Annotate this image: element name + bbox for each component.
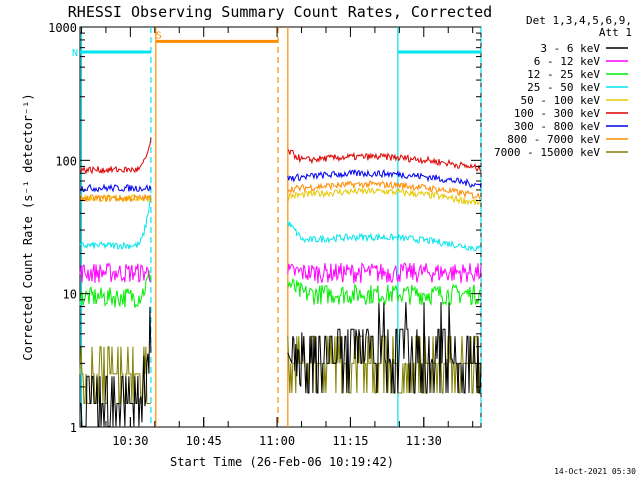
flag-label: S [156,30,162,41]
legend-label-50-100-kev: 50 - 100 keV [521,94,601,107]
series-line-300-800-kev [79,183,152,193]
legend-label-100-300-kev: 100 - 300 keV [514,107,600,120]
series-line-7000-15000-kev [79,346,151,404]
series-line-300-800-kev [287,168,482,189]
legend-label-300-800-kev: 300 - 800 keV [514,120,600,133]
axes: 1 10 100 1000 10:30 10:45 11:00 11:15 11:30 [48,21,481,448]
series-line-3-6-kev [80,306,152,427]
plot-area: SN [72,27,482,427]
legend-label-12-25-kev: 12 - 25 keV [527,68,600,81]
legend-title: Att 1 [599,26,632,39]
y-tick-label: 1 [70,421,77,435]
chart-title: RHESSI Observing Summary Count Rates, Co… [68,3,492,21]
series-line-100-300-kev [287,149,482,173]
series-line-3-6-kev [287,302,482,394]
series-line-12-25-kev [287,278,482,306]
x-axis-label: Start Time (26-Feb-06 10:19:42) [170,455,394,469]
x-tick-label: 11:15 [332,434,368,448]
x-tick-label: 10:30 [112,434,148,448]
y-tick-label: 1000 [48,21,77,35]
legend-label-6-12-kev: 6 - 12 keV [534,55,601,68]
x-tick-label: 11:00 [259,434,295,448]
x-tick-label: 11:30 [406,434,442,448]
series-line-100-300-kev [79,137,152,175]
legend-label-3-6-kev: 3 - 6 keV [540,42,600,55]
series-line-25-50-kev [79,194,152,250]
series-line-800-7000-kev [287,180,482,200]
y-tick-label: 10 [63,288,77,302]
x-tick-label: 10:45 [186,434,222,448]
series-line-6-12-kev [79,262,152,283]
series-line-50-100-kev [287,186,482,207]
legend-title: Det 1,3,4,5,6,9, [526,14,632,27]
y-tick-label: 100 [55,154,77,168]
series-line-800-7000-kev [79,193,152,203]
series-line-6-12-kev [287,262,482,284]
series-line-25-50-kev [287,220,482,252]
flag-label: N [72,48,78,59]
legend-label-7000-15000-kev: 7000 - 15000 keV [494,146,600,159]
generation-timestamp: 14-Oct-2021 05:30 [554,467,636,476]
legend-label-25-50-kev: 25 - 50 keV [527,81,600,94]
series-line-12-25-kev [79,270,152,308]
legend-label-800-7000-kev: 800 - 7000 keV [507,133,600,146]
y-axis-label: Corrected Count Rate (s⁻¹ detector⁻¹) [21,93,35,360]
